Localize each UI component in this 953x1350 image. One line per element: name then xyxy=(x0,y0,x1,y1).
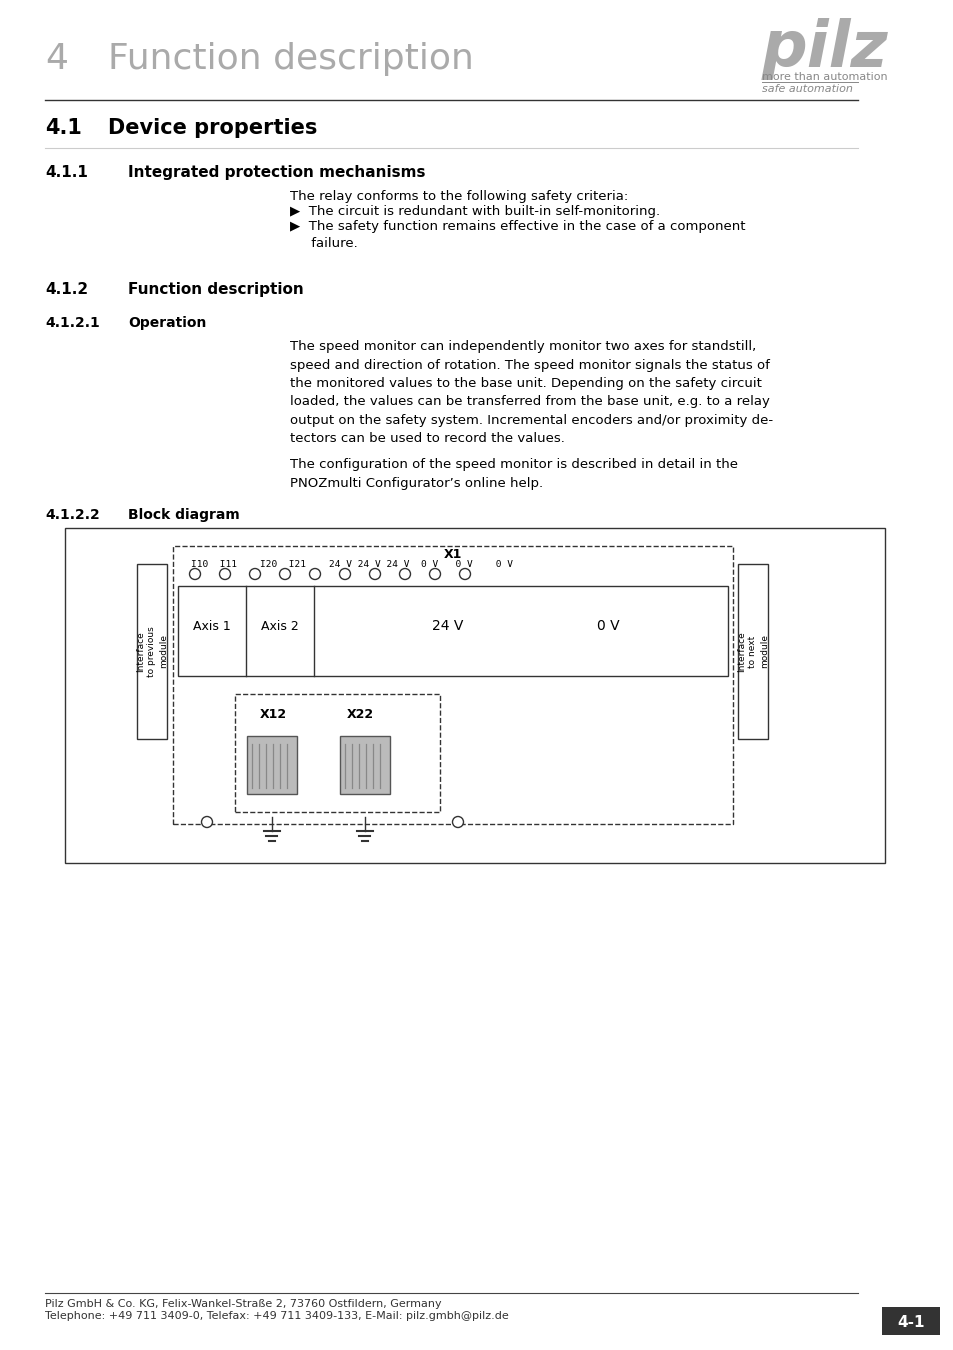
Text: Interface
to previous
module: Interface to previous module xyxy=(135,626,168,676)
Text: Axis 2: Axis 2 xyxy=(261,620,298,633)
Circle shape xyxy=(219,568,231,579)
Circle shape xyxy=(459,568,470,579)
Text: X12: X12 xyxy=(259,707,286,721)
Text: Telephone: +49 711 3409-0, Telefax: +49 711 3409-133, E-Mail: pilz.gmbh@pilz.de: Telephone: +49 711 3409-0, Telefax: +49 … xyxy=(45,1311,508,1322)
Text: ▶  The circuit is redundant with built-in self-monitoring.: ▶ The circuit is redundant with built-in… xyxy=(290,205,659,217)
Bar xyxy=(247,736,296,794)
Text: 4.1.2: 4.1.2 xyxy=(45,282,88,297)
Circle shape xyxy=(452,817,463,828)
Text: 4-1: 4-1 xyxy=(897,1315,923,1330)
Bar xyxy=(738,564,767,738)
Text: 4.1.1: 4.1.1 xyxy=(45,165,88,180)
Text: The relay conforms to the following safety criteria:: The relay conforms to the following safe… xyxy=(290,190,628,202)
Text: Operation: Operation xyxy=(128,316,206,329)
Text: Device properties: Device properties xyxy=(108,117,317,138)
Text: Axis 1: Axis 1 xyxy=(193,620,231,633)
Text: X22: X22 xyxy=(346,707,374,721)
Text: Pilz GmbH & Co. KG, Felix-Wankel-Straße 2, 73760 Ostfildern, Germany: Pilz GmbH & Co. KG, Felix-Wankel-Straße … xyxy=(45,1299,441,1310)
Circle shape xyxy=(309,568,320,579)
Bar xyxy=(339,736,390,794)
Text: Function description: Function description xyxy=(108,42,474,76)
Text: more than automation: more than automation xyxy=(761,72,886,82)
Bar xyxy=(178,586,727,676)
Text: safe automation: safe automation xyxy=(761,84,852,95)
Text: 4.1.2.1: 4.1.2.1 xyxy=(45,316,100,329)
Text: 4: 4 xyxy=(45,42,68,76)
Bar xyxy=(137,564,167,738)
Bar xyxy=(65,528,884,863)
Text: Function description: Function description xyxy=(128,282,303,297)
Circle shape xyxy=(250,568,260,579)
Text: I10  I11    I20  I21    24 V 24 V 24 V  0 V   0 V    0 V: I10 I11 I20 I21 24 V 24 V 24 V 0 V 0 V 0… xyxy=(191,560,513,568)
Circle shape xyxy=(339,568,350,579)
Bar xyxy=(882,1307,939,1335)
Bar xyxy=(234,694,439,811)
Circle shape xyxy=(369,568,380,579)
Text: 24 V: 24 V xyxy=(432,620,463,633)
Circle shape xyxy=(201,817,213,828)
Text: X1: X1 xyxy=(443,548,461,562)
Circle shape xyxy=(190,568,200,579)
Text: Block diagram: Block diagram xyxy=(128,508,239,522)
Text: The speed monitor can independently monitor two axes for standstill,
speed and d: The speed monitor can independently moni… xyxy=(290,340,772,446)
Text: The configuration of the speed monitor is described in detail in the
PNOZmulti C: The configuration of the speed monitor i… xyxy=(290,458,738,490)
Circle shape xyxy=(279,568,291,579)
Text: 4.1: 4.1 xyxy=(45,117,82,138)
Text: 4.1.2.2: 4.1.2.2 xyxy=(45,508,100,522)
Circle shape xyxy=(429,568,440,579)
Text: 0 V: 0 V xyxy=(596,620,618,633)
Bar xyxy=(172,545,732,824)
Text: pilz: pilz xyxy=(761,18,887,80)
Circle shape xyxy=(399,568,410,579)
Text: ▶  The safety function remains effective in the case of a component
     failure: ▶ The safety function remains effective … xyxy=(290,220,744,250)
Text: Integrated protection mechanisms: Integrated protection mechanisms xyxy=(128,165,425,180)
Text: Interface
to next
module: Interface to next module xyxy=(736,632,768,672)
